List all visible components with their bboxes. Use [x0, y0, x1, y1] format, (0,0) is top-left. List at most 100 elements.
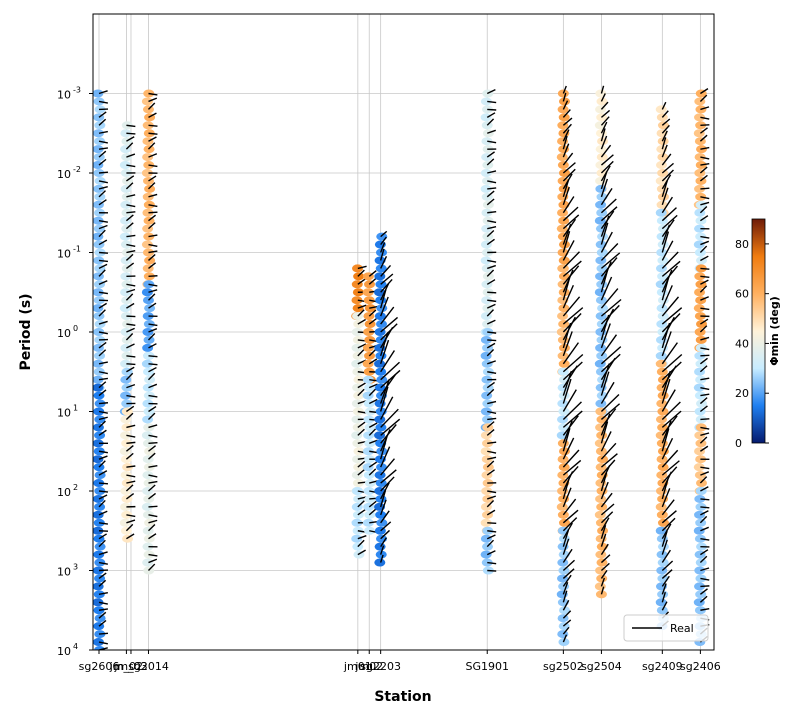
phase-ellipse: [93, 184, 105, 193]
phase-ellipse: [376, 463, 388, 472]
induction-arrow: [486, 112, 496, 118]
phase-ellipse: [363, 487, 375, 495]
induction-arrow: [126, 383, 136, 389]
phase-ellipse: [144, 184, 156, 193]
induction-arrow: [661, 169, 674, 182]
induction-arrow: [148, 283, 158, 287]
induction-arrow: [661, 575, 670, 587]
induction-arrow: [368, 358, 378, 365]
induction-arrow: [125, 262, 135, 269]
induction-arrow: [562, 529, 570, 547]
induction-arrow: [486, 151, 495, 158]
induction-arrow: [562, 574, 572, 587]
induction-arrow: [357, 509, 366, 516]
induction-arrow: [700, 146, 710, 150]
induction-arrow: [562, 634, 568, 643]
induction-arrow: [379, 386, 389, 412]
induction-arrow: [380, 469, 397, 484]
induction-arrow: [148, 175, 157, 182]
induction-arrow: [700, 471, 710, 476]
phase-ellipse: [557, 208, 569, 217]
induction-arrow: [486, 229, 495, 238]
induction-arrow: [661, 180, 669, 198]
phase-ellipse: [595, 145, 607, 154]
phase-ellipse: [481, 208, 493, 217]
induction-arrow: [700, 116, 710, 120]
data-marks: [93, 85, 710, 650]
induction-arrow: [700, 106, 710, 111]
induction-arrow: [562, 342, 580, 365]
phase-ellipse: [120, 328, 132, 336]
induction-arrow: [98, 341, 107, 349]
induction-arrow: [357, 269, 365, 277]
induction-arrow: [126, 194, 136, 198]
induction-arrow: [487, 299, 497, 303]
induction-arrow: [125, 493, 135, 500]
induction-arrow: [98, 561, 108, 565]
induction-arrow: [661, 353, 683, 373]
induction-arrow: [126, 164, 136, 168]
induction-arrow: [368, 422, 378, 429]
induction-arrow: [98, 224, 108, 230]
induction-arrow: [487, 360, 496, 365]
phase-ellipse: [556, 153, 568, 162]
induction-arrow: [98, 130, 108, 134]
induction-arrow: [699, 555, 708, 564]
phase-ellipse: [656, 550, 668, 559]
induction-arrow: [487, 400, 497, 405]
induction-arrow: [148, 214, 157, 222]
induction-arrow: [98, 90, 108, 95]
induction-arrow: [126, 514, 136, 518]
induction-arrow: [700, 255, 709, 262]
induction-arrow: [487, 291, 497, 294]
induction-arrow: [600, 442, 617, 460]
induction-arrow: [699, 445, 709, 452]
induction-arrow: [487, 339, 497, 342]
induction-arrow: [148, 464, 158, 468]
y-axis-label: Period (s): [18, 293, 34, 370]
induction-arrow: [600, 577, 606, 587]
induction-arrow: [98, 371, 108, 375]
phase-ellipse: [120, 359, 132, 368]
phase-ellipse: [557, 455, 569, 464]
induction-arrow: [148, 222, 156, 230]
induction-arrow: [357, 535, 367, 540]
induction-arrow: [148, 204, 158, 208]
induction-arrow: [125, 372, 134, 381]
induction-arrow: [661, 370, 671, 396]
y-tick-label: 10: [57, 645, 71, 658]
induction-arrow: [368, 439, 378, 444]
induction-arrow: [368, 383, 378, 389]
induction-arrow: [357, 388, 365, 397]
induction-arrow: [562, 143, 570, 158]
induction-arrow: [600, 116, 610, 126]
induction-arrow: [600, 160, 614, 174]
induction-arrow: [700, 393, 710, 397]
induction-arrow: [486, 342, 496, 349]
induction-arrow: [700, 354, 710, 357]
phase-ellipse: [141, 502, 153, 511]
phase-ellipse: [362, 288, 374, 297]
induction-arrow: [98, 320, 108, 325]
phase-ellipse: [142, 153, 154, 162]
induction-arrow: [600, 543, 609, 555]
induction-arrow: [562, 152, 574, 166]
induction-arrow: [600, 198, 617, 214]
phase-ellipse: [558, 272, 570, 281]
y-tick-label: 10: [57, 89, 71, 102]
induction-arrow: [699, 588, 708, 595]
induction-arrow: [486, 319, 496, 325]
induction-arrow: [380, 236, 387, 245]
induction-arrow: [661, 153, 672, 166]
induction-arrow: [147, 372, 156, 381]
induction-arrow: [562, 240, 575, 261]
phase-ellipse: [119, 161, 131, 170]
induction-arrow: [486, 500, 495, 508]
phase-ellipse: [597, 304, 609, 313]
induction-arrow: [562, 538, 570, 555]
induction-arrow: [357, 549, 366, 556]
induction-arrow: [486, 269, 495, 277]
phase-ellipse: [481, 137, 493, 146]
induction-arrow: [148, 394, 158, 398]
phase-ellipse: [144, 375, 156, 384]
